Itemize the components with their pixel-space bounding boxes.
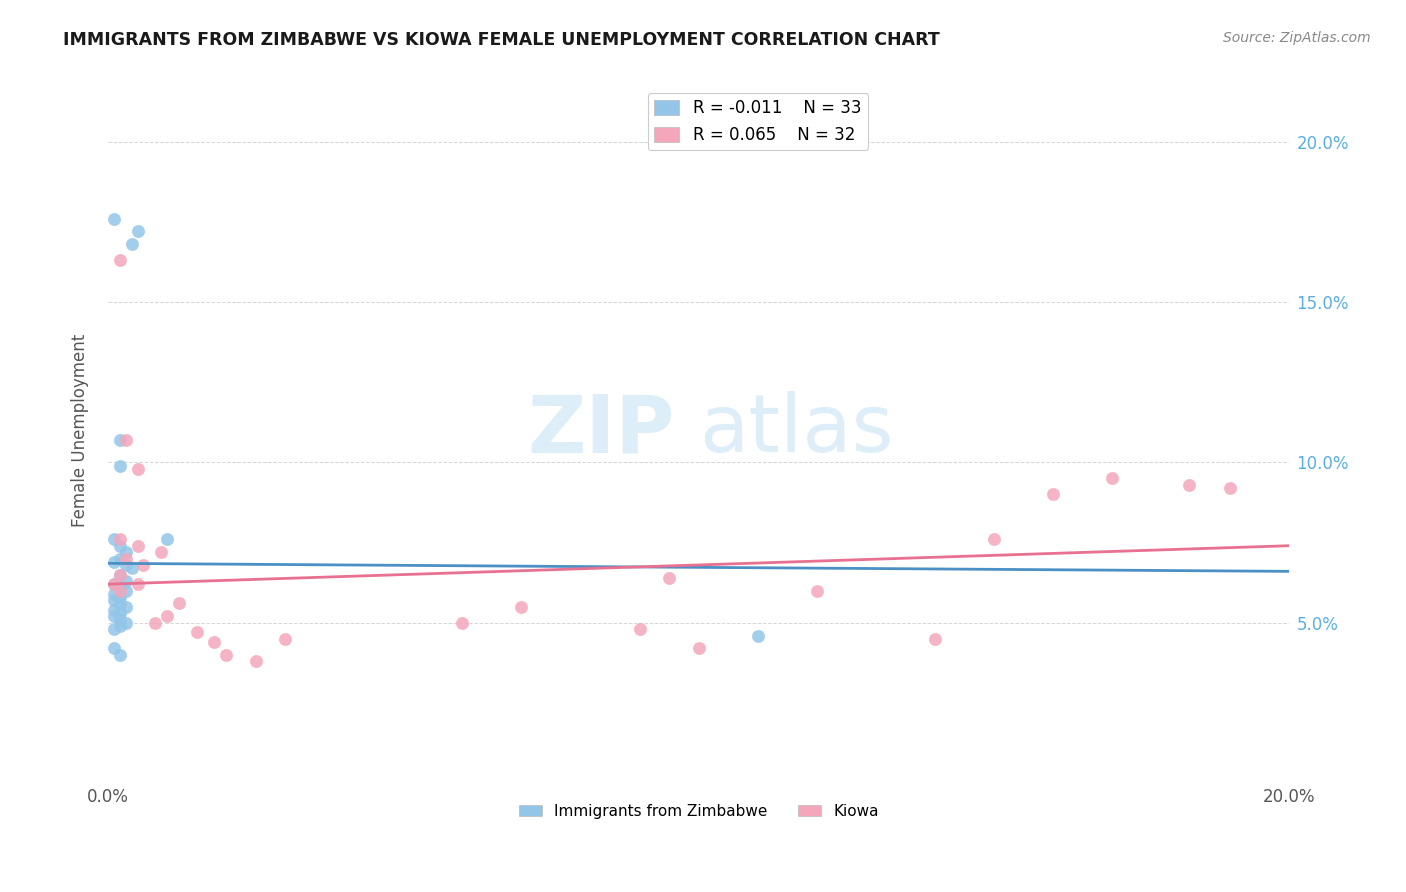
Point <box>1178 477 1201 491</box>
Point <box>121 561 143 575</box>
Point <box>114 574 136 588</box>
Point <box>108 596 131 610</box>
Point <box>114 583 136 598</box>
Point <box>108 606 131 620</box>
Point <box>747 628 769 642</box>
Point <box>127 577 149 591</box>
Point <box>103 593 125 607</box>
Point <box>108 581 131 595</box>
Point <box>103 555 125 569</box>
Text: atlas: atlas <box>699 392 893 469</box>
Point <box>108 539 131 553</box>
Point <box>156 609 179 624</box>
Point <box>215 648 238 662</box>
Point <box>1042 487 1064 501</box>
Point <box>658 571 681 585</box>
Point <box>103 603 125 617</box>
Point <box>108 612 131 626</box>
Text: IMMIGRANTS FROM ZIMBABWE VS KIOWA FEMALE UNEMPLOYMENT CORRELATION CHART: IMMIGRANTS FROM ZIMBABWE VS KIOWA FEMALE… <box>63 31 941 49</box>
Point <box>127 224 149 238</box>
Point <box>108 567 131 582</box>
Point <box>103 211 125 226</box>
Point <box>127 539 149 553</box>
Text: Source: ZipAtlas.com: Source: ZipAtlas.com <box>1223 31 1371 45</box>
Point <box>143 615 166 630</box>
Point <box>108 533 131 547</box>
Point <box>108 648 131 662</box>
Point <box>983 533 1005 547</box>
Point <box>114 545 136 559</box>
Legend: Immigrants from Zimbabwe, Kiowa: Immigrants from Zimbabwe, Kiowa <box>513 797 884 825</box>
Point <box>628 622 651 636</box>
Point <box>688 641 710 656</box>
Point <box>108 590 131 604</box>
Point <box>127 461 149 475</box>
Point <box>114 558 136 572</box>
Point <box>103 622 125 636</box>
Point <box>114 599 136 614</box>
Point <box>114 433 136 447</box>
Point <box>103 587 125 601</box>
Point <box>451 615 474 630</box>
Point <box>108 551 131 566</box>
Point <box>103 641 125 656</box>
Point <box>1219 481 1241 495</box>
Point <box>108 619 131 633</box>
Point <box>132 558 155 572</box>
Point <box>108 567 131 582</box>
Point <box>114 615 136 630</box>
Point <box>103 609 125 624</box>
Point <box>103 577 125 591</box>
Point <box>274 632 297 646</box>
Point <box>167 596 190 610</box>
Point <box>121 237 143 252</box>
Point <box>114 551 136 566</box>
Point <box>103 533 125 547</box>
Point <box>156 533 179 547</box>
Y-axis label: Female Unemployment: Female Unemployment <box>72 334 89 527</box>
Point <box>186 625 208 640</box>
Point <box>924 632 946 646</box>
Point <box>510 599 533 614</box>
Point <box>108 458 131 473</box>
Point <box>1101 471 1123 485</box>
Point <box>245 654 267 668</box>
Point <box>806 583 828 598</box>
Point <box>150 545 173 559</box>
Point <box>103 577 125 591</box>
Point <box>108 433 131 447</box>
Point <box>108 253 131 268</box>
Text: ZIP: ZIP <box>527 392 675 469</box>
Point <box>202 635 225 649</box>
Point <box>108 583 131 598</box>
